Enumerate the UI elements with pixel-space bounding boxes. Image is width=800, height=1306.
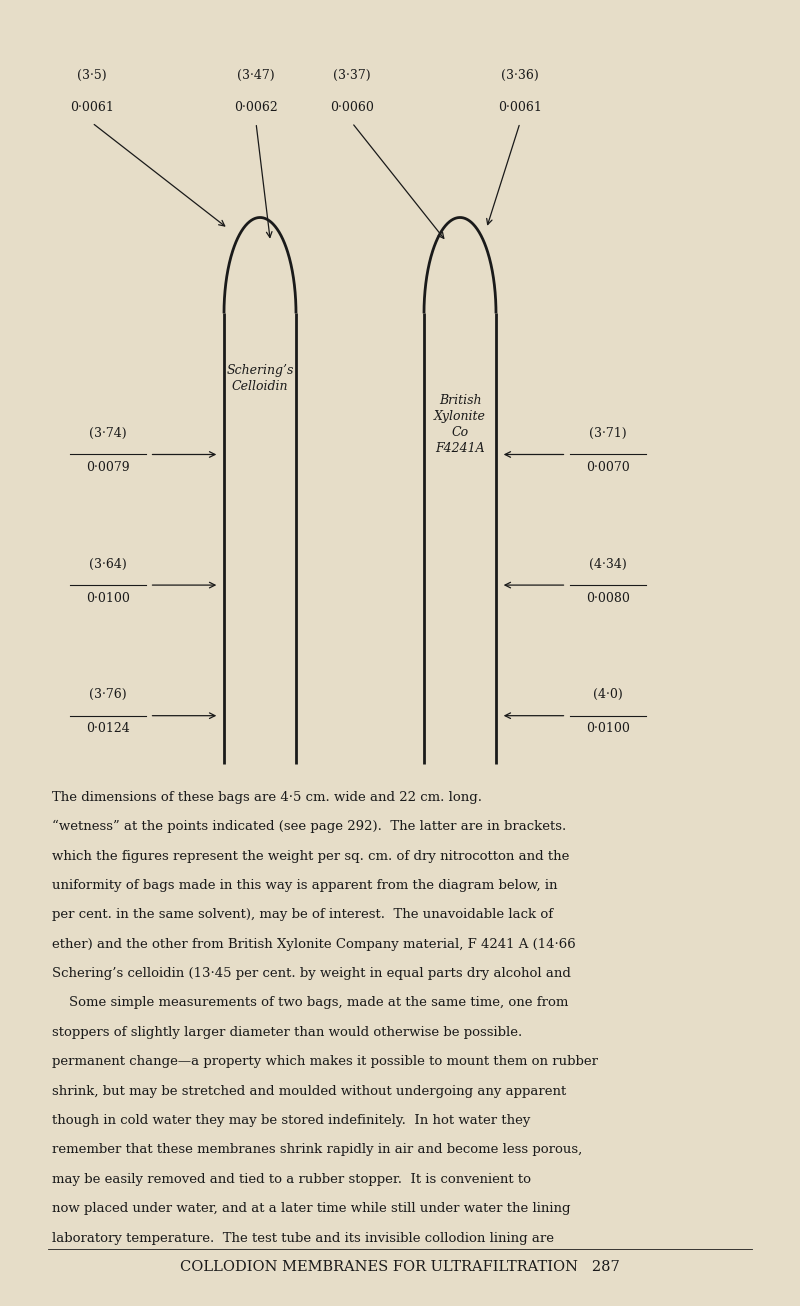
Text: (3·37): (3·37) — [333, 69, 371, 82]
Text: (3·74): (3·74) — [89, 427, 127, 440]
Text: Schering’s
Celloidin: Schering’s Celloidin — [226, 364, 294, 393]
Text: (3·71): (3·71) — [589, 427, 627, 440]
Text: 0·0061: 0·0061 — [70, 101, 114, 114]
Text: stoppers of slightly larger diameter than would otherwise be possible.: stoppers of slightly larger diameter tha… — [52, 1027, 522, 1038]
Text: permanent change—a property which makes it possible to mount them on rubber: permanent change—a property which makes … — [52, 1055, 598, 1068]
Text: British
Xylonite
Co
F4241A: British Xylonite Co F4241A — [434, 394, 486, 454]
Text: 0·0070: 0·0070 — [586, 461, 630, 474]
Text: “wetness” at the points indicated (see page 292).  The latter are in brackets.: “wetness” at the points indicated (see p… — [52, 820, 566, 833]
Text: uniformity of bags made in this way is apparent from the diagram below, in: uniformity of bags made in this way is a… — [52, 879, 558, 892]
Text: 0·0079: 0·0079 — [86, 461, 130, 474]
Text: per cent. in the same solvent), may be of interest.  The unavoidable lack of: per cent. in the same solvent), may be o… — [52, 909, 553, 921]
Text: (3·64): (3·64) — [89, 558, 127, 571]
Text: COLLODION MEMBRANES FOR ULTRAFILTRATION   287: COLLODION MEMBRANES FOR ULTRAFILTRATION … — [180, 1260, 620, 1273]
Text: laboratory temperature.  The test tube and its invisible collodion lining are: laboratory temperature. The test tube an… — [52, 1232, 554, 1245]
Text: (3·47): (3·47) — [237, 69, 275, 82]
Text: 0·0080: 0·0080 — [586, 592, 630, 605]
Text: ether) and the other from British Xylonite Company material, F 4241 A (14·66: ether) and the other from British Xyloni… — [52, 938, 576, 951]
Text: 0·0100: 0·0100 — [586, 722, 630, 735]
Text: may be easily removed and tied to a rubber stopper.  It is convenient to: may be easily removed and tied to a rubb… — [52, 1173, 531, 1186]
Text: (3·76): (3·76) — [89, 688, 127, 701]
Text: now placed under water, and at a later time while still under water the lining: now placed under water, and at a later t… — [52, 1202, 570, 1215]
Text: which the figures represent the weight per sq. cm. of dry nitrocotton and the: which the figures represent the weight p… — [52, 849, 570, 862]
Text: shrink, but may be stretched and moulded without undergoing any apparent: shrink, but may be stretched and moulded… — [52, 1084, 566, 1097]
Text: remember that these membranes shrink rapidly in air and become less porous,: remember that these membranes shrink rap… — [52, 1144, 582, 1156]
Text: (3·5): (3·5) — [77, 69, 107, 82]
Text: (3·36): (3·36) — [501, 69, 539, 82]
Text: (4·0): (4·0) — [593, 688, 623, 701]
Text: 0·0100: 0·0100 — [86, 592, 130, 605]
Text: (4·34): (4·34) — [589, 558, 627, 571]
Text: Schering’s celloidin (13·45 per cent. by weight in equal parts dry alcohol and: Schering’s celloidin (13·45 per cent. by… — [52, 966, 571, 980]
Text: Some simple measurements of two bags, made at the same time, one from: Some simple measurements of two bags, ma… — [52, 996, 568, 1010]
Text: The dimensions of these bags are 4·5 cm. wide and 22 cm. long.: The dimensions of these bags are 4·5 cm.… — [52, 790, 482, 803]
Text: though in cold water they may be stored indefinitely.  In hot water they: though in cold water they may be stored … — [52, 1114, 530, 1127]
Text: 0·0061: 0·0061 — [498, 101, 542, 114]
Text: 0·0062: 0·0062 — [234, 101, 278, 114]
Text: 0·0124: 0·0124 — [86, 722, 130, 735]
Text: 0·0060: 0·0060 — [330, 101, 374, 114]
